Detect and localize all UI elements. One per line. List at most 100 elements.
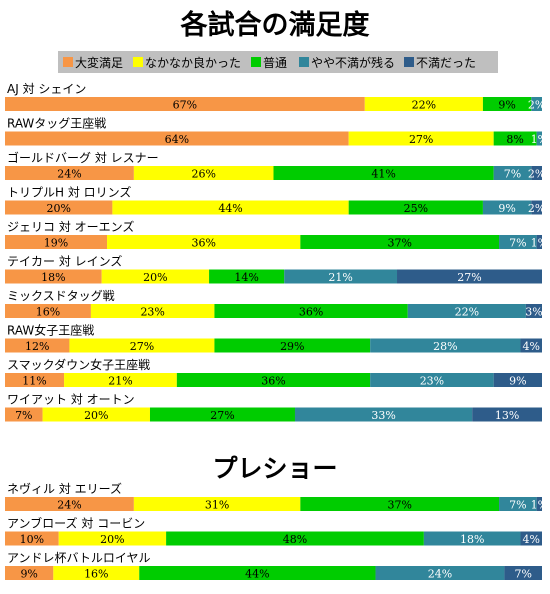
bar-segment — [101, 269, 210, 284]
data-label: 36% — [261, 375, 285, 388]
row-label: ミックスドタッグ戦 — [7, 289, 115, 303]
row-label: アンブローズ 対 コービン — [7, 516, 145, 531]
bar-segment — [133, 497, 301, 511]
data-label: 24% — [428, 568, 452, 581]
bar-row: ワイアット 対 オートン 7% 20% 27% 33% 13% — [5, 393, 542, 422]
data-label: 20% — [100, 533, 124, 546]
bar-segment — [5, 497, 134, 511]
bar-segment — [90, 304, 215, 318]
data-label: 7% — [509, 499, 526, 512]
bar-segment — [407, 304, 526, 318]
bar-segment — [5, 304, 91, 318]
bar-segment — [5, 235, 108, 249]
row-label: AJ 対 シェイン — [7, 82, 86, 96]
bar-segment — [300, 497, 500, 511]
data-label: 4% — [523, 340, 540, 353]
data-label: 3% — [525, 306, 542, 319]
data-label: 24% — [57, 168, 81, 181]
bar-segment — [536, 497, 542, 511]
bar-segment — [5, 373, 65, 387]
bar-segment — [493, 166, 532, 180]
row-label: ワイアット 対 オートン — [7, 393, 135, 407]
data-label: 16% — [36, 306, 60, 319]
row-label: RAWタッグ王座戦 — [7, 116, 106, 131]
bar-segment — [5, 566, 54, 580]
row-label: ネヴィル 対 エリーズ — [7, 481, 122, 496]
bar-segment — [520, 531, 542, 546]
bar-segment — [53, 566, 140, 580]
data-label: 27% — [210, 409, 234, 422]
data-label: 4% — [523, 533, 540, 546]
data-label: 33% — [371, 409, 395, 422]
bar-row: ジェリコ 対 オーエンズ 19% 36% 37% 7% 1% — [5, 219, 548, 250]
data-label: 36% — [299, 306, 323, 319]
data-label: 27% — [409, 133, 433, 146]
bar-segment — [5, 166, 134, 180]
bar-segment — [520, 338, 542, 353]
data-label: 26% — [191, 168, 215, 181]
row-label: RAW女子王座戦 — [7, 323, 94, 338]
bar-row: アンドレ杯バトルロイヤル 9% 16% 44% 24% 7% — [5, 551, 542, 581]
row-label: テイカー 対 レインズ — [7, 254, 122, 269]
bar-segment — [294, 407, 473, 422]
bar-segment — [348, 131, 494, 146]
bar-row: RAWタッグ王座戦 64% 27% 8% 1% — [5, 116, 548, 146]
bar-segment — [149, 407, 295, 422]
data-label: 9% — [498, 202, 515, 215]
data-label: 29% — [280, 340, 304, 353]
row-label: ジェリコ 対 オーエンズ — [7, 219, 134, 234]
data-label: 31% — [205, 499, 229, 512]
legend-label: 大変満足 — [75, 55, 123, 70]
bar-segment — [423, 531, 521, 546]
bar-segment — [112, 200, 349, 215]
legend: 大変満足 なかなか良かった 普通 やや不満が残る 不満だった — [58, 51, 498, 73]
data-label: 8% — [506, 133, 523, 146]
bar-row: AJ 対 シェイン 67% 22% 9% 2% — [5, 82, 545, 112]
bar-segment — [107, 235, 301, 249]
legend-label: 普通 — [263, 56, 287, 70]
data-label: 14% — [234, 271, 258, 284]
bar-segment — [5, 200, 113, 215]
data-label: 2% — [528, 202, 545, 215]
data-label: 67% — [173, 99, 197, 112]
data-label: 48% — [283, 533, 307, 546]
data-label: 13% — [495, 409, 519, 422]
bar-segment — [348, 200, 483, 215]
bar-segment — [133, 166, 274, 180]
bar-segment — [482, 200, 532, 215]
data-label: 18% — [460, 533, 484, 546]
data-label: 44% — [218, 202, 242, 215]
legend-background — [58, 51, 498, 73]
bar-row: スマックダウン女子王座戦 11% 21% 36% 23% 9% — [5, 357, 542, 388]
bar-segment — [5, 531, 59, 546]
bar-segment — [42, 407, 150, 422]
data-label: 2% — [528, 168, 545, 181]
data-label: 20% — [143, 271, 167, 284]
chart-title: 各試合の満足度 — [180, 9, 370, 41]
data-label: 9% — [509, 375, 526, 388]
data-label: 7% — [504, 168, 521, 181]
row-label: スマックダウン女子王座戦 — [7, 357, 150, 372]
bar-segment — [536, 131, 542, 146]
legend-swatch — [63, 57, 73, 67]
bar-segment — [273, 166, 494, 180]
data-label: 36% — [191, 237, 215, 250]
bar-row: RAW女子王座戦 12% 27% 29% 28% 4% — [5, 323, 542, 353]
data-label: 64% — [165, 133, 189, 146]
data-label: 25% — [404, 202, 428, 215]
data-label: 2% — [528, 99, 545, 112]
data-label: 7% — [509, 237, 526, 250]
data-label: 22% — [412, 99, 436, 112]
data-label: 21% — [328, 271, 352, 284]
legend-swatch — [251, 57, 261, 67]
bar-row: テイカー 対 レインズ 18% 20% 14% 21% 27% — [5, 254, 542, 284]
data-label: 23% — [420, 375, 444, 388]
data-label: 21% — [108, 375, 132, 388]
data-label: 9% — [498, 99, 515, 112]
bar-segment — [5, 97, 365, 111]
row-label: アンドレ杯バトルロイヤル — [7, 551, 151, 565]
data-label: 20% — [46, 202, 70, 215]
bar-segment — [370, 338, 521, 353]
bar-row: アンブローズ 対 コービン 10% 20% 48% 18% 4% — [5, 516, 542, 546]
